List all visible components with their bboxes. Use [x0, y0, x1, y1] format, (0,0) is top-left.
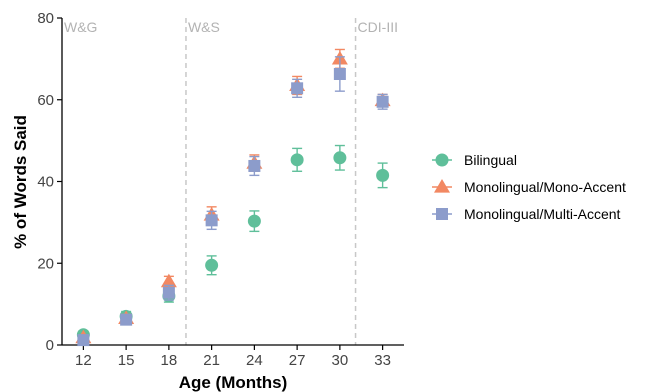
phase-dividers: [185, 18, 357, 345]
data-point: [290, 153, 304, 167]
legend-label: Monolingual/Mono-Accent: [464, 179, 626, 195]
legend-label: Bilingual: [464, 152, 517, 168]
data-point: [333, 151, 347, 165]
legend-key-marker: [434, 179, 450, 193]
y-axis-title: % of Words Said: [11, 115, 30, 249]
x-tick-label: 12: [75, 352, 92, 369]
series-3: [77, 56, 389, 347]
x-tick-label: 24: [246, 352, 263, 369]
series-1: [76, 144, 390, 342]
data-point: [376, 95, 389, 108]
phase-labels: W&G W&S CDI-III: [64, 19, 398, 35]
y-tick-label: 0: [46, 337, 54, 354]
data-series: [75, 48, 391, 347]
data-point: [333, 67, 346, 80]
axes: [61, 18, 404, 346]
data-point: [376, 168, 390, 182]
data-point: [162, 286, 175, 299]
data-point: [77, 334, 90, 347]
y-tick-label: 60: [37, 92, 54, 109]
data-point: [247, 214, 261, 228]
legend-label: Monolingual/Multi-Accent: [464, 206, 621, 222]
y-tick-label: 40: [37, 174, 54, 191]
phase-label-2: W&S: [188, 19, 220, 35]
y-tick-label: 20: [37, 255, 54, 272]
series-2: [75, 48, 391, 344]
data-point: [205, 214, 218, 227]
x-tick-label: 21: [203, 352, 220, 369]
x-tick-label: 30: [332, 352, 349, 369]
data-point: [248, 159, 261, 172]
data-point: [160, 273, 177, 288]
legend-key-marker: [436, 208, 448, 220]
data-point: [120, 313, 133, 326]
phase-label-3: CDI-III: [358, 19, 398, 35]
phase-label-1: W&G: [64, 19, 97, 35]
legend: Bilingual Monolingual/Mono-Accent Monoling…: [432, 152, 626, 222]
x-tick-label: 15: [118, 352, 135, 369]
data-point: [291, 82, 304, 95]
y-tick-label: 80: [37, 10, 54, 27]
data-point: [205, 258, 219, 272]
tick-labels: 0 20 40 60 80 12 15 18 21 24 27 30 33: [37, 10, 391, 369]
x-tick-label: 33: [374, 352, 391, 369]
x-tick-label: 27: [289, 352, 306, 369]
legend-key-marker: [435, 153, 449, 167]
x-axis-title: Age (Months): [179, 373, 288, 392]
x-tick-label: 18: [161, 352, 178, 369]
